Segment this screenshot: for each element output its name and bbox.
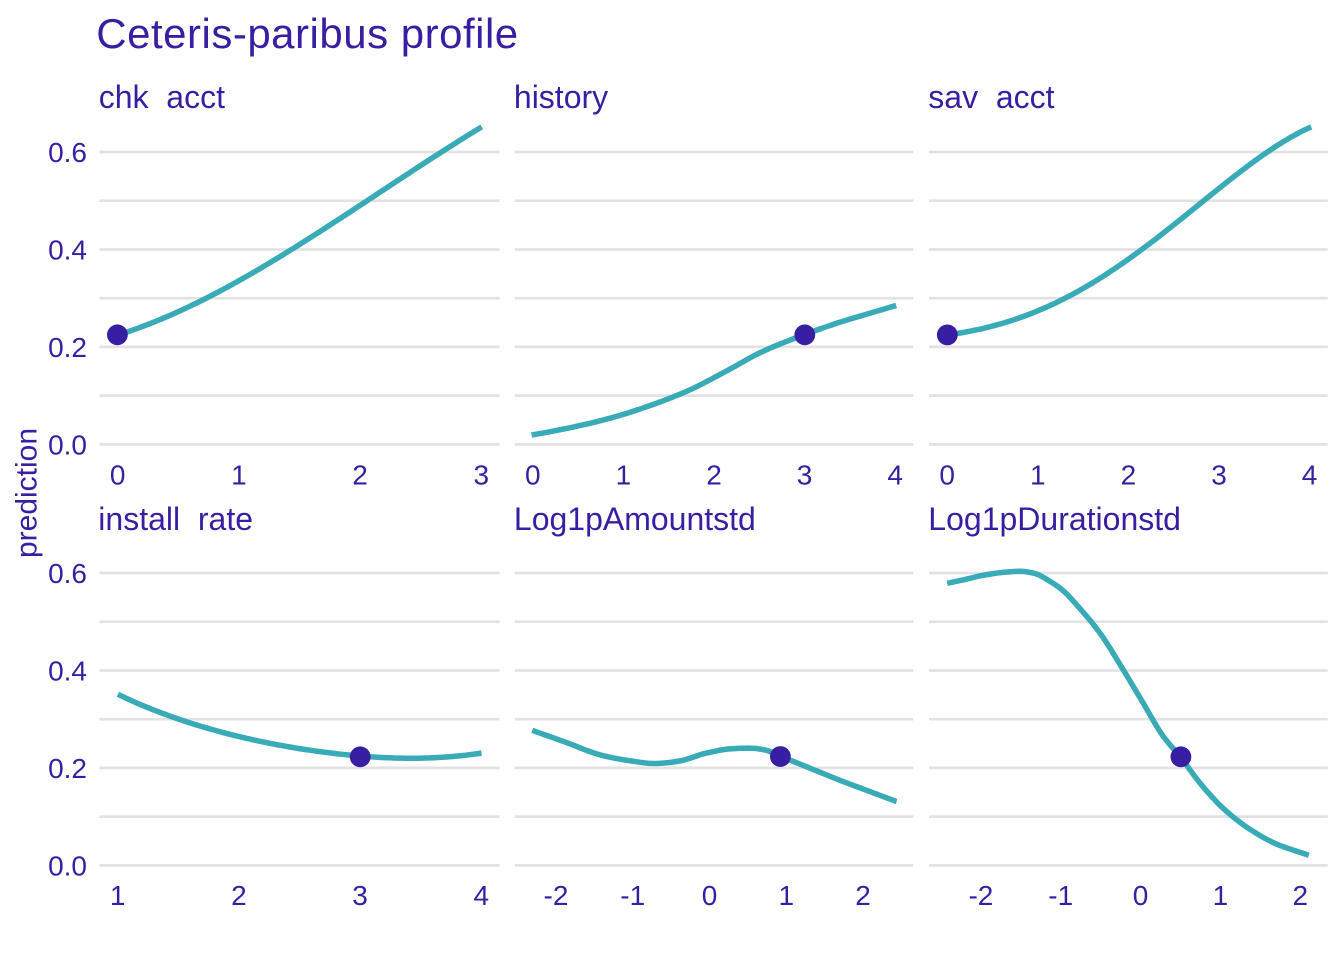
svg-text:0.0: 0.0 (48, 429, 87, 460)
svg-text:Ceteris-paribus profile: Ceteris-paribus profile (96, 10, 518, 57)
svg-text:1: 1 (1030, 460, 1046, 491)
svg-text:-2: -2 (544, 880, 569, 911)
svg-text:-1: -1 (620, 880, 645, 911)
svg-text:Log1pDurationstd: Log1pDurationstd (928, 501, 1181, 537)
svg-text:1: 1 (616, 460, 632, 491)
svg-text:0.2: 0.2 (48, 332, 87, 363)
svg-text:-1: -1 (1048, 880, 1073, 911)
svg-text:0.4: 0.4 (48, 234, 87, 265)
svg-text:4: 4 (887, 460, 903, 491)
svg-text:1: 1 (778, 880, 794, 911)
svg-text:4: 4 (474, 880, 490, 911)
svg-text:0: 0 (702, 880, 718, 911)
svg-text:chk acct: chk acct (99, 79, 225, 115)
svg-text:0: 0 (525, 460, 541, 491)
svg-text:install rate: install rate (98, 501, 253, 537)
svg-text:2: 2 (706, 460, 722, 491)
svg-text:4: 4 (1302, 460, 1318, 491)
svg-text:1: 1 (110, 880, 126, 911)
svg-text:0: 0 (110, 460, 126, 491)
svg-text:2: 2 (352, 460, 368, 491)
svg-text:0.2: 0.2 (48, 753, 87, 784)
svg-text:-2: -2 (968, 880, 993, 911)
svg-text:0: 0 (1133, 880, 1149, 911)
svg-text:Log1pAmountstd: Log1pAmountstd (514, 501, 756, 537)
svg-text:0.6: 0.6 (48, 558, 87, 589)
svg-text:sav acct: sav acct (928, 79, 1054, 115)
svg-text:3: 3 (352, 880, 368, 911)
svg-text:0.6: 0.6 (48, 137, 87, 168)
svg-text:2: 2 (231, 880, 247, 911)
svg-text:1: 1 (1213, 880, 1229, 911)
svg-text:prediction: prediction (10, 428, 43, 558)
svg-text:0.4: 0.4 (48, 655, 87, 686)
svg-text:2: 2 (855, 880, 871, 911)
svg-text:3: 3 (1211, 460, 1227, 491)
svg-text:0.0: 0.0 (48, 850, 87, 881)
svg-text:3: 3 (797, 460, 813, 491)
svg-text:0: 0 (939, 460, 955, 491)
svg-text:history: history (514, 79, 608, 115)
svg-text:2: 2 (1293, 880, 1309, 911)
svg-text:3: 3 (474, 460, 490, 491)
svg-text:2: 2 (1121, 460, 1137, 491)
svg-text:1: 1 (231, 460, 247, 491)
